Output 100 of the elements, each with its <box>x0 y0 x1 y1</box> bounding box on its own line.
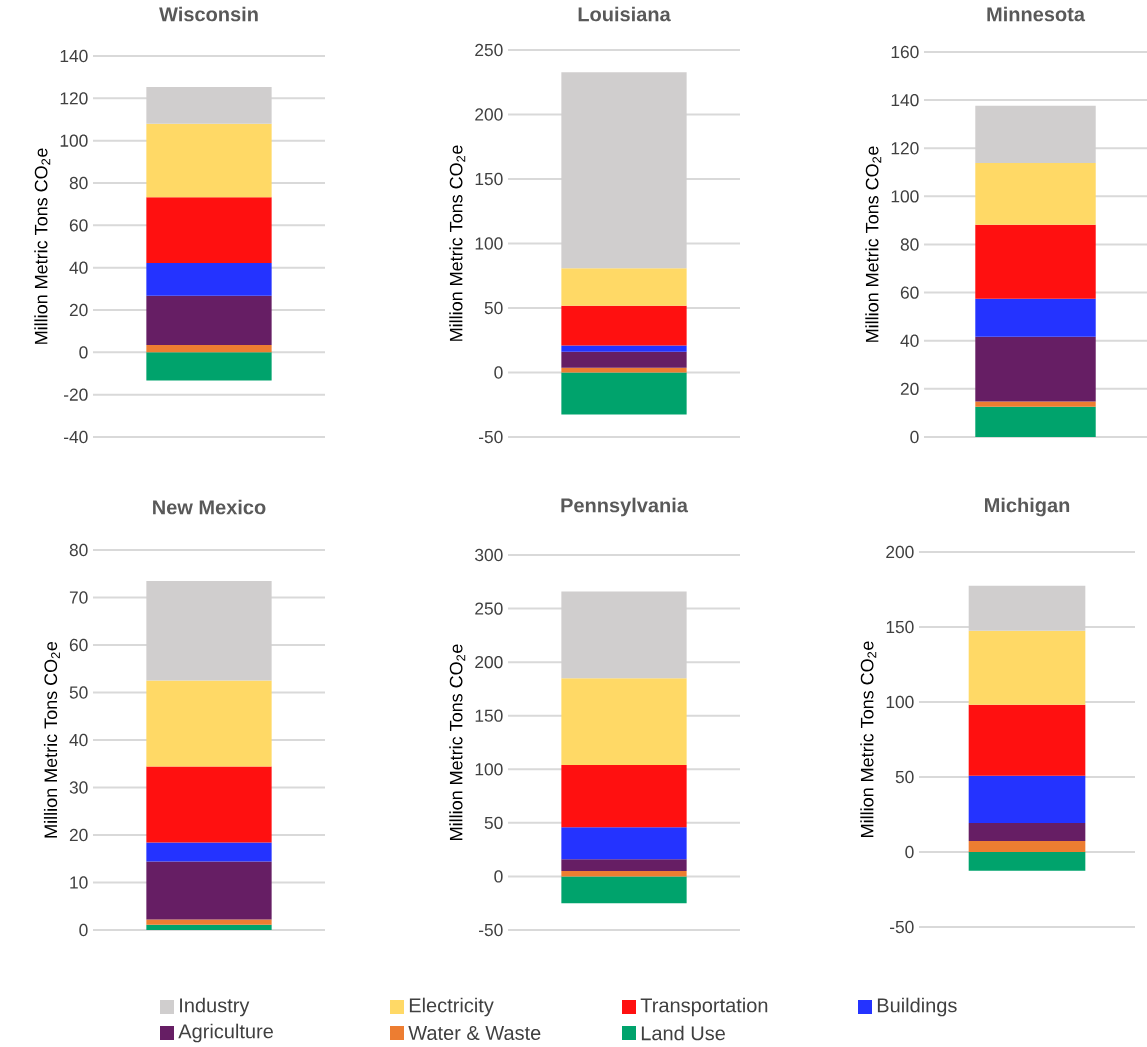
legend-label: Electricity <box>409 997 494 1017</box>
bar <box>968 704 1086 776</box>
bar <box>146 842 272 862</box>
bar <box>146 352 272 381</box>
y-tick-label: -50 <box>479 923 503 937</box>
y-axis-title: Million Metric Tons CO$_{2}$e <box>43 641 60 838</box>
bar <box>561 678 687 765</box>
bar <box>561 871 687 877</box>
y-axis-title: Million Metric Tons CO$_{2}$e <box>865 146 882 342</box>
chart-title: Michigan <box>985 497 1070 517</box>
legend-label: Land Use <box>641 1025 725 1041</box>
bar <box>146 680 272 767</box>
bar <box>146 580 272 681</box>
y-tick-label: -40 <box>64 430 88 444</box>
y-axis-title: Million Metric Tons CO$_{2}$e <box>449 145 466 341</box>
bar <box>968 775 1086 823</box>
y-tick-label: 250 <box>475 602 503 615</box>
bar <box>975 336 1096 402</box>
bar <box>975 162 1096 225</box>
y-tick-label: 60 <box>69 638 88 652</box>
y-tick-label: 0 <box>494 870 503 883</box>
y-tick-label: 60 <box>69 219 88 232</box>
bar <box>975 105 1096 163</box>
legend-label: Transportation <box>640 997 768 1017</box>
y-tick-label: 40 <box>69 261 88 274</box>
y-tick-label: -20 <box>64 388 88 401</box>
y-tick-label: 70 <box>69 591 88 604</box>
y-tick-label: 0 <box>79 923 88 937</box>
chart-title: Wisconsin <box>159 6 258 22</box>
bar <box>146 295 272 345</box>
y-tick-label: 40 <box>69 733 88 747</box>
y-tick-label: 40 <box>900 334 919 347</box>
legend-label: Water & Waste <box>408 1026 541 1041</box>
y-tick-label: 60 <box>900 286 919 299</box>
y-tick-label: 20 <box>900 382 919 395</box>
y-tick-label: 80 <box>69 176 88 190</box>
bar <box>561 72 687 269</box>
y-tick-label: 250 <box>475 43 503 57</box>
y-tick-label: 0 <box>905 845 914 859</box>
bar <box>561 765 687 828</box>
y-tick-label: 140 <box>891 93 919 107</box>
bar <box>561 827 687 860</box>
y-tick-label: 150 <box>475 172 503 186</box>
legend-label: Buildings <box>877 997 957 1017</box>
bar <box>561 351 687 368</box>
y-tick-label: 0 <box>79 346 88 359</box>
y-axis-title: Million Metric Tons CO$_{2}$e <box>449 644 466 840</box>
bar <box>146 123 272 198</box>
y-tick-label: 50 <box>69 686 88 699</box>
y-tick-label: 140 <box>60 49 88 63</box>
chart-title: New Mexico <box>153 499 266 515</box>
bar <box>975 224 1096 299</box>
y-tick-label: 150 <box>475 709 503 722</box>
bar <box>968 822 1086 842</box>
y-tick-label: 200 <box>886 545 914 559</box>
y-tick-label: 200 <box>475 656 503 669</box>
y-tick-label: 10 <box>70 876 88 889</box>
bar <box>561 876 687 904</box>
y-tick-label: 100 <box>886 695 914 709</box>
bar <box>146 924 272 930</box>
bar <box>561 591 687 679</box>
bar <box>146 766 272 843</box>
bar <box>968 841 1086 852</box>
bar <box>146 197 272 264</box>
bar <box>968 852 1086 871</box>
bar <box>975 298 1096 337</box>
y-tick-label: 30 <box>69 781 88 794</box>
y-tick-label: -50 <box>479 430 503 444</box>
chart-title: Louisiana <box>578 6 671 22</box>
chart-title: Pennsylvania <box>561 497 689 517</box>
y-tick-label: 20 <box>69 303 88 317</box>
y-tick-label: -50 <box>890 920 914 934</box>
bar <box>968 630 1086 705</box>
bar <box>146 263 272 296</box>
bar <box>146 86 272 124</box>
chart-title: Minnesota <box>987 6 1086 22</box>
y-axis-title: Million Metric Tons CO$_{2}$e <box>34 148 51 344</box>
bar <box>975 406 1096 437</box>
y-tick-label: 120 <box>60 92 88 105</box>
y-tick-label: 100 <box>475 763 503 776</box>
y-tick-label: 100 <box>60 134 88 147</box>
bar <box>146 919 272 925</box>
bar <box>561 305 687 346</box>
y-tick-label: 80 <box>900 238 919 251</box>
bar <box>146 344 272 353</box>
bar <box>146 861 272 920</box>
bar <box>561 268 687 306</box>
y-tick-label: 0 <box>910 430 919 444</box>
bar <box>975 401 1096 407</box>
y-tick-label: 100 <box>475 237 503 250</box>
y-tick-label: 80 <box>69 543 88 557</box>
bar <box>561 859 687 872</box>
bar <box>968 585 1086 631</box>
y-tick-label: 50 <box>895 770 914 784</box>
y-axis-title: Million Metric Tons CO$_{2}$e <box>860 641 877 837</box>
y-tick-label: 50 <box>484 301 503 315</box>
y-tick-label: 20 <box>69 828 88 842</box>
legend-label: Industry <box>180 997 250 1017</box>
y-tick-label: 0 <box>494 366 503 379</box>
y-tick-label: 300 <box>475 548 503 562</box>
